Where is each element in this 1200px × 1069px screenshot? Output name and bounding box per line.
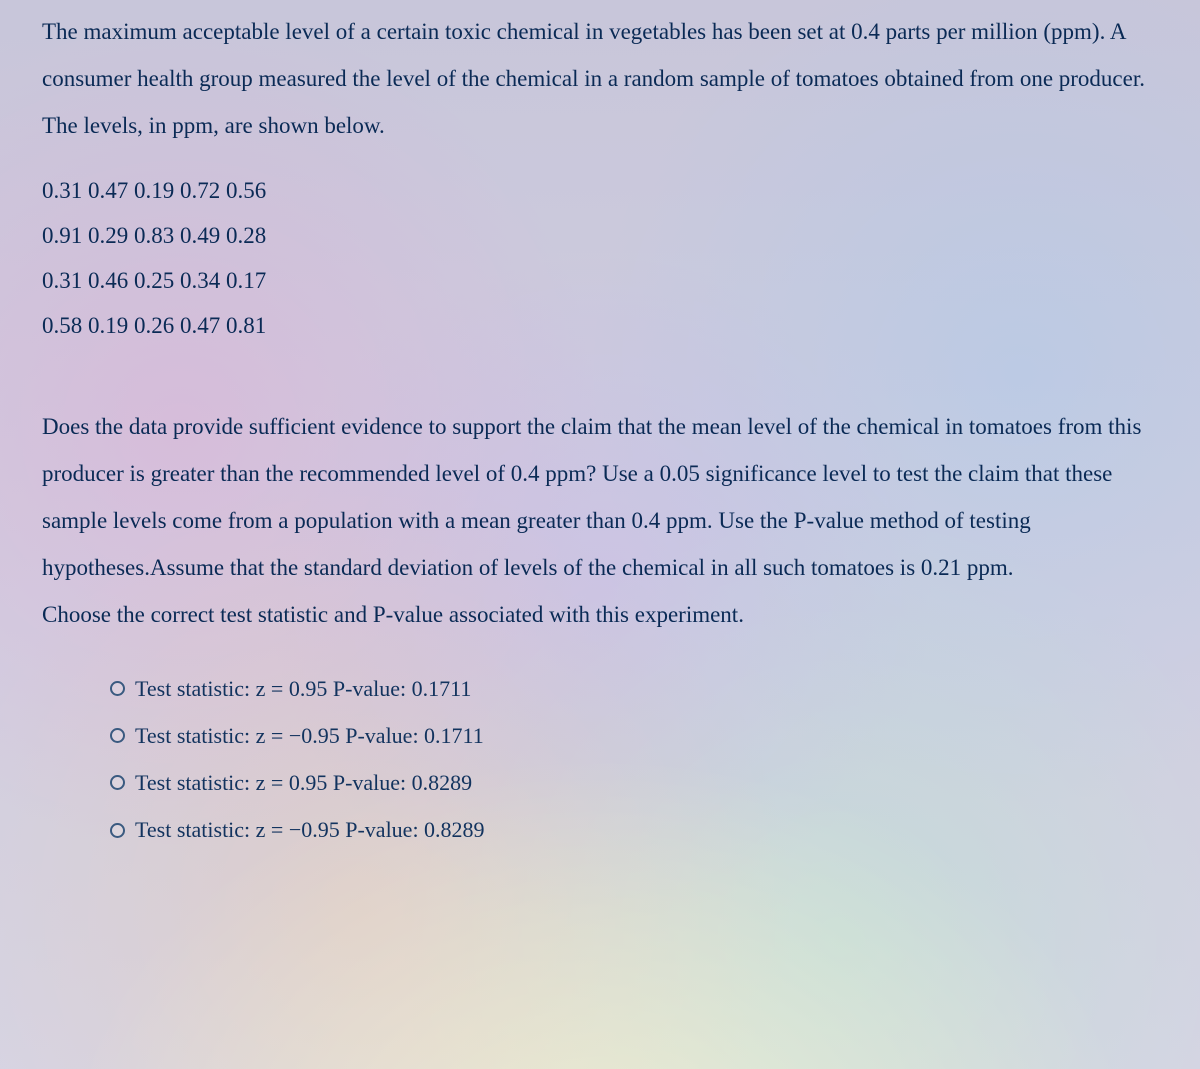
option-c[interactable]: Test statistic: z = 0.95 P-value: 0.8289	[110, 759, 1158, 806]
radio-icon	[110, 823, 125, 838]
option-b[interactable]: Test statistic: z = −0.95 P-value: 0.171…	[110, 712, 1158, 759]
answer-options: Test statistic: z = 0.95 P-value: 0.1711…	[42, 665, 1158, 854]
question-paragraph: Does the data provide sufficient evidenc…	[42, 403, 1158, 639]
radio-icon	[110, 775, 125, 790]
option-label: Test statistic: z = 0.95 P-value: 0.8289	[135, 759, 472, 806]
radio-icon	[110, 681, 125, 696]
option-d[interactable]: Test statistic: z = −0.95 P-value: 0.828…	[110, 806, 1158, 853]
intro-paragraph: The maximum acceptable level of a certai…	[42, 8, 1158, 149]
data-values-block: 0.31 0.47 0.19 0.72 0.56 0.91 0.29 0.83 …	[42, 169, 1158, 348]
data-row: 0.31 0.47 0.19 0.72 0.56	[42, 169, 1158, 214]
data-row: 0.91 0.29 0.83 0.49 0.28	[42, 214, 1158, 259]
radio-icon	[110, 728, 125, 743]
data-row: 0.31 0.46 0.25 0.34 0.17	[42, 259, 1158, 304]
option-label: Test statistic: z = 0.95 P-value: 0.1711	[135, 665, 471, 712]
option-label: Test statistic: z = −0.95 P-value: 0.171…	[135, 712, 484, 759]
data-row: 0.58 0.19 0.26 0.47 0.81	[42, 304, 1158, 349]
option-label: Test statistic: z = −0.95 P-value: 0.828…	[135, 806, 485, 853]
question-text: Does the data provide sufficient evidenc…	[42, 414, 1141, 580]
option-a[interactable]: Test statistic: z = 0.95 P-value: 0.1711	[110, 665, 1158, 712]
prompt-text: Choose the correct test statistic and P-…	[42, 602, 744, 627]
